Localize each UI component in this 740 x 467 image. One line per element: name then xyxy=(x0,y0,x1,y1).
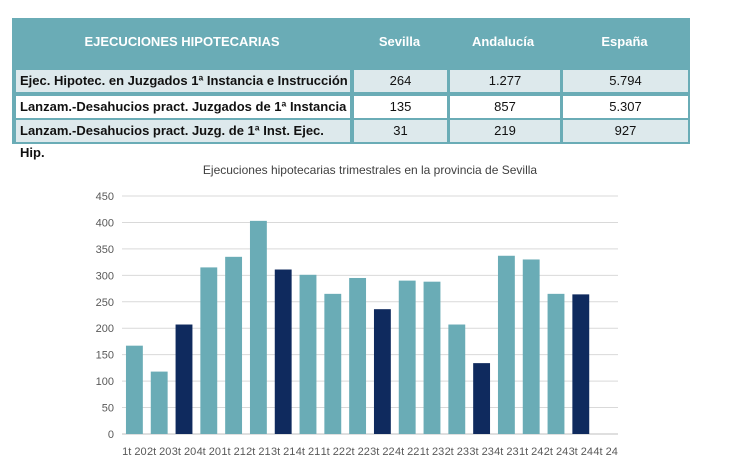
bar xyxy=(522,259,540,434)
bar xyxy=(349,277,367,434)
table-header-andalucia: Andalucía xyxy=(471,34,535,49)
row-1-espana: 5.794 xyxy=(563,70,688,92)
bar xyxy=(572,294,590,434)
bar xyxy=(473,363,491,434)
y-tick-label: 50 xyxy=(102,403,114,415)
summary-table: EJECUCIONES HIPOTECARIAS Sevilla Andaluc… xyxy=(12,18,690,160)
bar xyxy=(225,256,243,434)
y-tick-label: 400 xyxy=(96,217,114,229)
row-3-label: Lanzam.-Desahucios pract. Juzg. de 1ª In… xyxy=(16,120,350,160)
y-tick-label: 200 xyxy=(96,323,114,335)
bar xyxy=(398,280,416,434)
x-tick-label: 3t 22 xyxy=(370,446,394,458)
y-tick-label: 250 xyxy=(96,297,114,309)
table-header-espana: España xyxy=(601,34,648,49)
row-1-andalucia: 1.277 xyxy=(450,70,560,92)
x-tick-label: 1t 22 xyxy=(321,446,345,458)
row-2-andalucia: 857 xyxy=(450,96,560,118)
bar xyxy=(373,309,391,434)
bar xyxy=(497,255,515,434)
bar xyxy=(324,293,342,434)
table-header-sevilla: Sevilla xyxy=(378,34,421,49)
table-header-title: EJECUCIONES HIPOTECARIAS xyxy=(84,34,280,49)
bar xyxy=(448,324,466,434)
row-3-andalucia: 219 xyxy=(450,120,560,142)
bar xyxy=(249,220,267,434)
y-tick-label: 150 xyxy=(96,350,114,362)
x-tick-label: 4t 21 xyxy=(296,446,320,458)
y-tick-label: 300 xyxy=(96,270,114,282)
x-tick-label: 2t 20 xyxy=(147,446,171,458)
y-tick-label: 450 xyxy=(96,191,114,203)
y-tick-label: 350 xyxy=(96,244,114,256)
x-tick-label: 4t 23 xyxy=(494,446,518,458)
bar xyxy=(125,345,143,434)
x-tick-label: 2t 22 xyxy=(345,446,369,458)
row-3-espana: 927 xyxy=(563,120,688,142)
x-tick-label: 2t 24 xyxy=(544,446,568,458)
x-tick-label: 1t 24 xyxy=(519,446,543,458)
bar xyxy=(299,274,317,434)
row-1-sevilla: 264 xyxy=(354,70,447,92)
x-tick-label: 2t 21 xyxy=(246,446,270,458)
bar xyxy=(175,324,193,434)
x-tick-label: 3t 20 xyxy=(172,446,196,458)
bar xyxy=(547,293,565,434)
x-tick-label: 1t 21 xyxy=(221,446,245,458)
y-tick-label: 0 xyxy=(108,429,114,441)
bar xyxy=(150,371,168,434)
bar xyxy=(200,267,218,434)
x-tick-label: 3t 21 xyxy=(271,446,295,458)
x-tick-label: 3t 23 xyxy=(469,446,493,458)
x-tick-label: 4t 24 xyxy=(593,446,617,458)
x-tick-label: 1t 20 xyxy=(122,446,146,458)
chart-title: Ejecuciones hipotecarias trimestrales en… xyxy=(202,163,538,177)
x-tick-label: 2t 23 xyxy=(445,446,469,458)
row-2-espana: 5.307 xyxy=(563,96,688,118)
row-2-sevilla: 135 xyxy=(354,96,447,118)
bar xyxy=(274,269,292,434)
row-3-sevilla: 31 xyxy=(354,120,447,142)
x-tick-label: 4t 20 xyxy=(197,446,221,458)
row-2-label: Lanzam.-Desahucios pract. Juzgados de 1ª… xyxy=(16,96,350,118)
y-tick-label: 100 xyxy=(96,376,114,388)
row-1-label: Ejec. Hipotec. en Juzgados 1ª Instancia … xyxy=(16,70,350,92)
x-tick-label: 3t 24 xyxy=(569,446,593,458)
x-tick-label: 1t 23 xyxy=(420,446,444,458)
x-tick-label: 4t 22 xyxy=(395,446,419,458)
bar xyxy=(423,281,441,434)
